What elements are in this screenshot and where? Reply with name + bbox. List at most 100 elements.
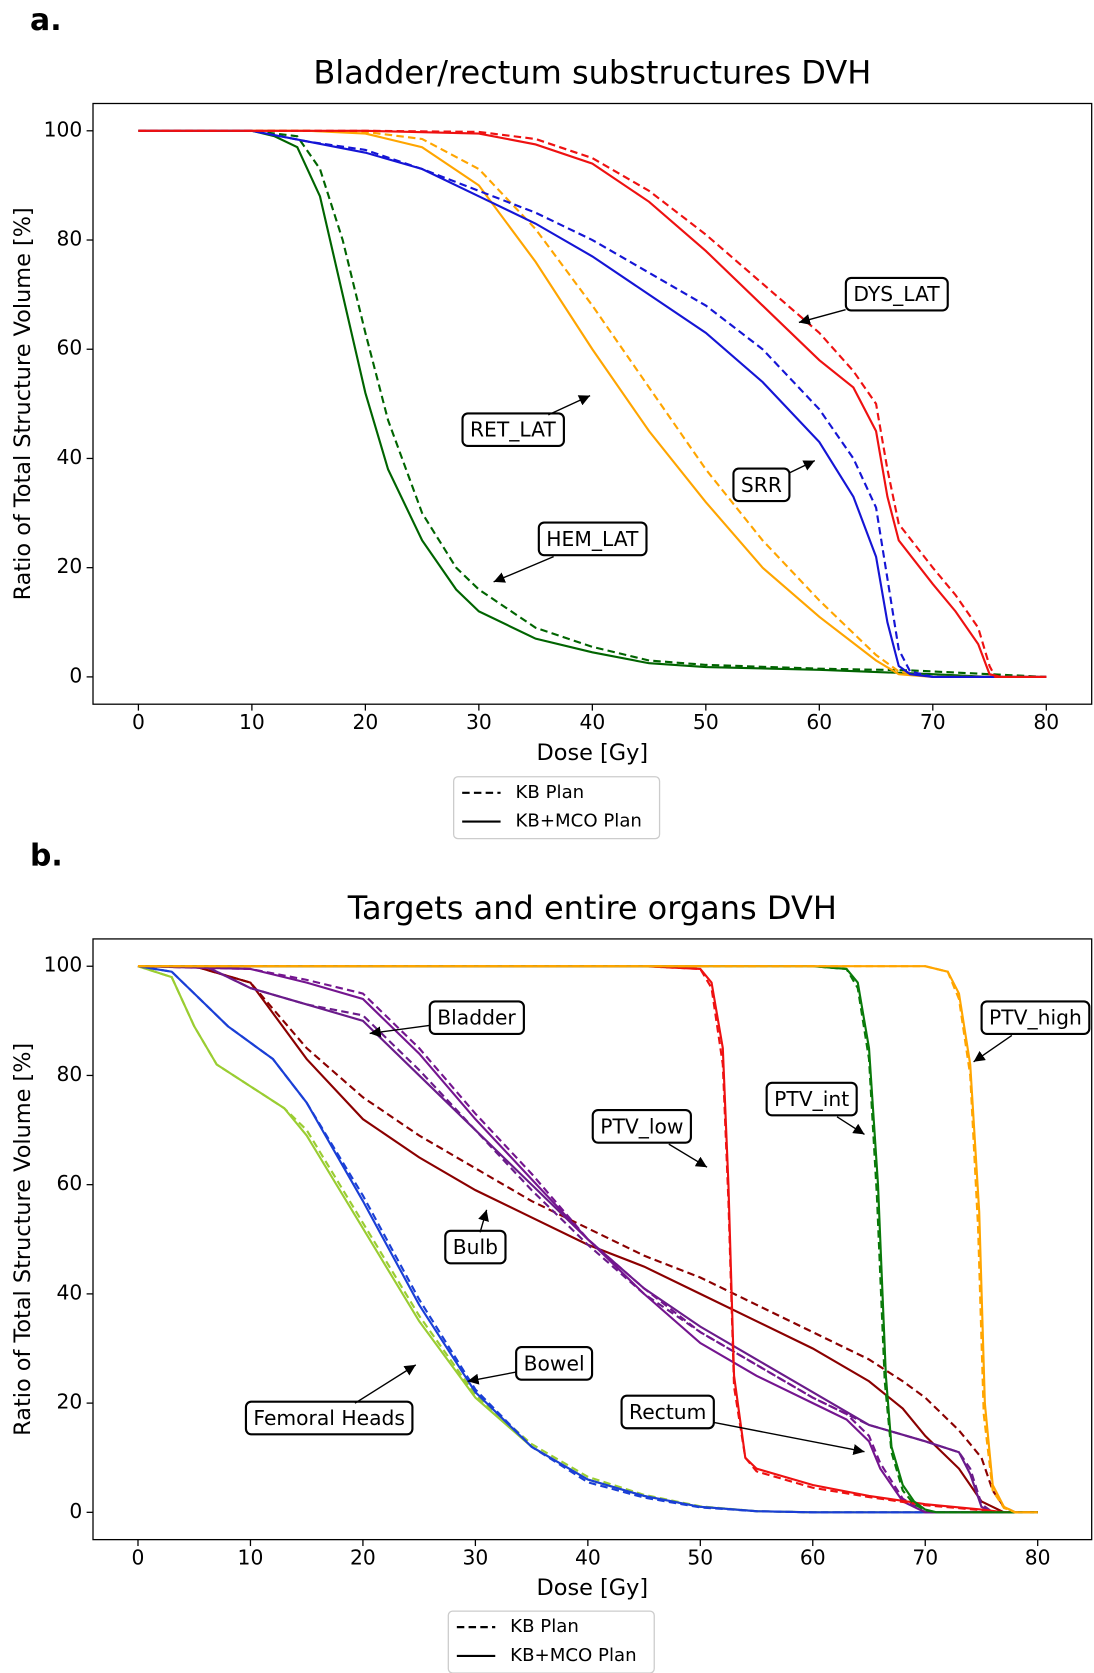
y-tick-label: 0 (69, 663, 82, 687)
dvh-line (138, 129, 1047, 678)
x-tick-label: 70 (920, 710, 946, 734)
x-tick-label: 30 (466, 710, 492, 734)
dvh-line (138, 129, 1047, 678)
annotation-arrow (668, 1143, 708, 1168)
x-tick-label: 40 (579, 710, 605, 734)
chart-title: Targets and entire organs DVH (347, 889, 837, 927)
x-tick-label: 40 (575, 1545, 601, 1569)
y-tick-label: 40 (57, 445, 83, 469)
panel-label: b. (30, 838, 63, 873)
annotation-label: PTV_high (989, 1006, 1082, 1030)
annotation-label: PTV_int (774, 1087, 849, 1111)
annotation-arrow (354, 1364, 417, 1404)
panel-label: a. (30, 3, 62, 38)
annotation-box (844, 276, 949, 312)
annotation-box (591, 1109, 692, 1144)
legend-label: KB Plan (510, 1616, 579, 1637)
annotation-box (620, 1394, 715, 1430)
x-tick-label: 20 (352, 710, 378, 734)
annotation-arrow (493, 555, 554, 583)
y-tick-label: 60 (57, 336, 83, 360)
plot-area (137, 965, 1038, 1514)
dvh-line (137, 965, 1038, 1514)
annotation-box (428, 1000, 525, 1036)
dvh-line (138, 129, 1047, 678)
x-tick-label: 10 (239, 710, 265, 734)
y-tick-label: 0 (69, 1499, 82, 1523)
x-tick-label: 70 (912, 1545, 938, 1569)
x-tick-label: 60 (800, 1545, 826, 1569)
annotation-label: SRR (741, 473, 782, 497)
plot-frame (92, 938, 1093, 1541)
annotation-box (444, 1229, 507, 1265)
annotation-arrow (836, 1116, 865, 1136)
annotation-box (515, 1346, 594, 1381)
annotation-box (537, 521, 648, 557)
annotation-label: Bowel (524, 1351, 585, 1375)
x-tick-label: 80 (1033, 710, 1059, 734)
plot-frame (92, 102, 1093, 705)
dvh-line (138, 129, 1047, 678)
annotation-box (765, 1081, 858, 1117)
x-axis-label: Dose [Gy] (537, 1575, 649, 1601)
annotation-box (980, 1000, 1091, 1036)
y-tick-label: 20 (57, 554, 83, 578)
annotation-arrow (789, 460, 816, 474)
annotation-arrow (369, 1024, 430, 1038)
dvh-line (137, 965, 1038, 1514)
dvh-line (137, 965, 1038, 1514)
x-tick-label: 50 (687, 1545, 713, 1569)
y-axis-label: Ratio of Total Structure Volume [%] (10, 1043, 36, 1436)
dvh-line (138, 129, 1047, 678)
legend-box (453, 776, 661, 840)
legend-label: KB+MCO Plan (510, 1645, 636, 1666)
dvh-line (137, 965, 1038, 1514)
legend-box (447, 1610, 655, 1673)
x-tick-label: 0 (132, 710, 145, 734)
annotation-box (461, 412, 565, 447)
annotation-arrow (478, 1209, 489, 1233)
x-tick-label: 60 (806, 710, 832, 734)
x-tick-label: 0 (132, 1545, 145, 1569)
dvh-line (137, 965, 1038, 1514)
x-tick-label: 50 (693, 710, 719, 734)
chart-title: Bladder/rectum substructures DVH (313, 54, 871, 92)
annotation-label: Rectum (629, 1400, 706, 1424)
y-tick-label: 80 (57, 227, 83, 251)
annotation-arrow (547, 395, 591, 416)
legend-label: KB+MCO Plan (516, 811, 642, 832)
dvh-line (137, 965, 1038, 1514)
annotation-label: Bladder (437, 1006, 516, 1030)
y-tick-label: 100 (44, 117, 83, 141)
annotation-arrow (798, 309, 846, 325)
x-tick-label: 10 (238, 1545, 264, 1569)
y-tick-label: 60 (57, 1171, 83, 1195)
annotation-label: RET_LAT (470, 418, 556, 442)
y-tick-label: 80 (57, 1062, 83, 1086)
annotation-arrow (467, 1371, 517, 1385)
dvh-line (137, 965, 1038, 1514)
annotation-label: DYS_LAT (853, 282, 940, 306)
y-axis-label: Ratio of Total Structure Volume [%] (10, 207, 36, 600)
legend-label: KB Plan (516, 782, 585, 803)
y-tick-label: 40 (57, 1280, 83, 1304)
annotation-label: PTV_low (600, 1114, 683, 1138)
y-tick-label: 100 (44, 953, 83, 977)
x-axis-label: Dose [Gy] (537, 740, 649, 766)
annotation-arrow (713, 1421, 865, 1456)
dvh-line (137, 965, 1038, 1514)
annotation-label: Femoral Heads (253, 1406, 405, 1430)
dvh-line (137, 965, 1038, 1514)
annotation-label: Bulb (453, 1235, 498, 1259)
x-tick-label: 80 (1025, 1545, 1051, 1569)
y-tick-label: 20 (57, 1390, 83, 1414)
annotation-box (732, 467, 791, 503)
x-tick-label: 30 (462, 1545, 488, 1569)
annotation-arrow (973, 1034, 1013, 1063)
plot-area (138, 129, 1047, 678)
annotation-label: HEM_LAT (546, 527, 639, 551)
dvh-line (137, 965, 1038, 1514)
dvh-line (138, 129, 1047, 678)
x-tick-label: 20 (350, 1545, 376, 1569)
